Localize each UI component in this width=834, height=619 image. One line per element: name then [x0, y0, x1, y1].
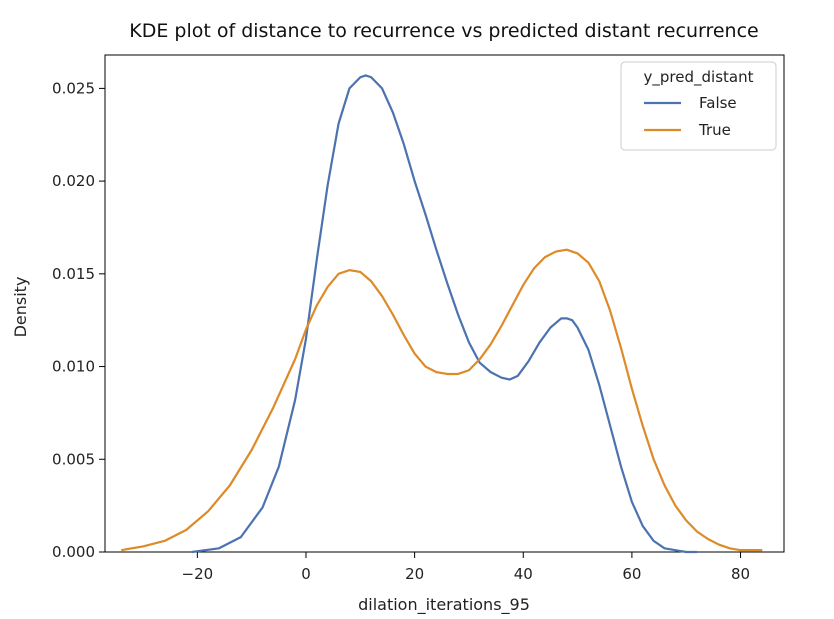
- y-tick-label: 0.025: [52, 79, 95, 97]
- chart-title: KDE plot of distance to recurrence vs pr…: [129, 20, 758, 42]
- y-tick-label: 0.020: [52, 172, 95, 190]
- x-tick-label: 40: [514, 565, 533, 583]
- legend-label-true: True: [698, 121, 731, 139]
- y-tick-label: 0.010: [52, 358, 95, 376]
- legend-title: y_pred_distant: [644, 68, 754, 87]
- y-tick-label: 0.005: [52, 450, 95, 468]
- plot-frame: [104, 54, 785, 553]
- x-tick-label: 20: [405, 565, 424, 583]
- plot-area: [104, 54, 785, 554]
- legend: y_pred_distant False True: [620, 61, 777, 151]
- x-axis: −20 0 20 40 60 80: [182, 552, 750, 583]
- legend-label-false: False: [699, 94, 737, 112]
- y-tick-label: 0.000: [52, 543, 95, 561]
- x-tick-label: 80: [731, 565, 750, 583]
- legend-frame: [620, 61, 777, 151]
- x-tick-label: 60: [622, 565, 641, 583]
- y-axis-label: Density: [11, 277, 30, 338]
- x-tick-label: 0: [301, 565, 311, 583]
- y-axis: 0.000 0.005 0.010 0.015 0.020 0.025: [52, 79, 105, 561]
- series-line-true: [121, 248, 763, 552]
- x-tick-label: −20: [182, 565, 214, 583]
- series-line-false: [191, 74, 698, 554]
- x-axis-label: dilation_iterations_95: [358, 595, 530, 615]
- y-tick-label: 0.015: [52, 265, 95, 283]
